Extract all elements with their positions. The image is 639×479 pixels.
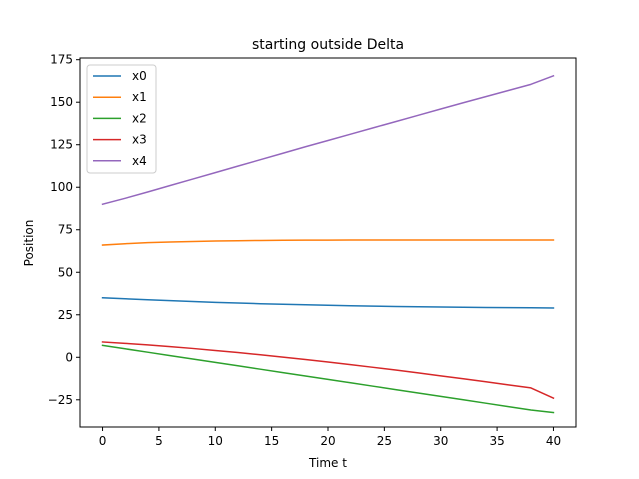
- series-line-x1: [101, 239, 555, 246]
- series-line-x0: [101, 296, 555, 309]
- legend-items: x0 x1 x2 x3 x4: [93, 69, 147, 168]
- x-tick-label: 20: [320, 434, 335, 448]
- y-tick-label: 0: [65, 350, 73, 364]
- y-axis-ticks: −25 0 25 50 75 100 125 150 175: [48, 53, 80, 407]
- legend-label-x2: x2: [132, 111, 147, 125]
- x-tick-label: 40: [546, 434, 561, 448]
- x-axis-ticks: 0 5 10 15 20 25 30 35 40: [99, 427, 561, 448]
- y-tick-label: 175: [50, 53, 73, 67]
- series-line-x3: [101, 341, 555, 400]
- y-tick-label: 25: [58, 308, 73, 322]
- y-tick-label: 75: [58, 223, 73, 237]
- legend-label-x4: x4: [132, 154, 147, 168]
- x-tick-label: 10: [208, 434, 223, 448]
- y-tick-label: −25: [48, 393, 73, 407]
- y-tick-label: 150: [50, 95, 73, 109]
- legend-label-x1: x1: [132, 90, 147, 104]
- legend-label-x0: x0: [132, 69, 147, 83]
- legend-label-x3: x3: [132, 133, 147, 147]
- series-line-x2: [101, 344, 555, 414]
- x-axis-label: Time t: [308, 456, 347, 470]
- y-tick-label: 50: [58, 265, 73, 279]
- legend-box: [86, 64, 157, 174]
- x-tick-label: 0: [99, 434, 107, 448]
- y-axis-label: Position: [22, 220, 36, 267]
- x-tick-label: 30: [433, 434, 448, 448]
- chart-title: starting outside Delta: [252, 37, 404, 53]
- series-layer: [101, 74, 555, 414]
- x-tick-label: 15: [264, 434, 279, 448]
- series-line-x4: [101, 74, 555, 206]
- legend: x0 x1 x2 x3 x4: [86, 64, 157, 174]
- x-tick-label: 35: [489, 434, 504, 448]
- y-tick-label: 125: [50, 138, 73, 152]
- x-tick-label: 5: [155, 434, 163, 448]
- y-tick-label: 100: [50, 180, 73, 194]
- x-tick-label: 25: [377, 434, 392, 448]
